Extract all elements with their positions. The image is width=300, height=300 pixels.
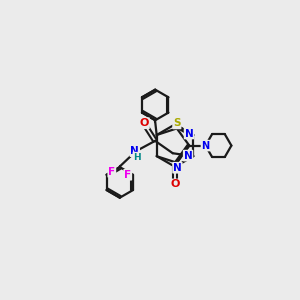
Text: N: N bbox=[130, 146, 139, 156]
Text: H: H bbox=[133, 153, 141, 162]
Text: F: F bbox=[124, 170, 131, 180]
Text: N: N bbox=[184, 151, 193, 160]
Text: O: O bbox=[170, 179, 180, 190]
Text: N: N bbox=[201, 141, 209, 151]
Text: F: F bbox=[108, 167, 116, 177]
Text: O: O bbox=[140, 118, 149, 128]
Text: S: S bbox=[173, 118, 181, 128]
Text: N: N bbox=[173, 163, 182, 173]
Text: N: N bbox=[184, 128, 193, 139]
